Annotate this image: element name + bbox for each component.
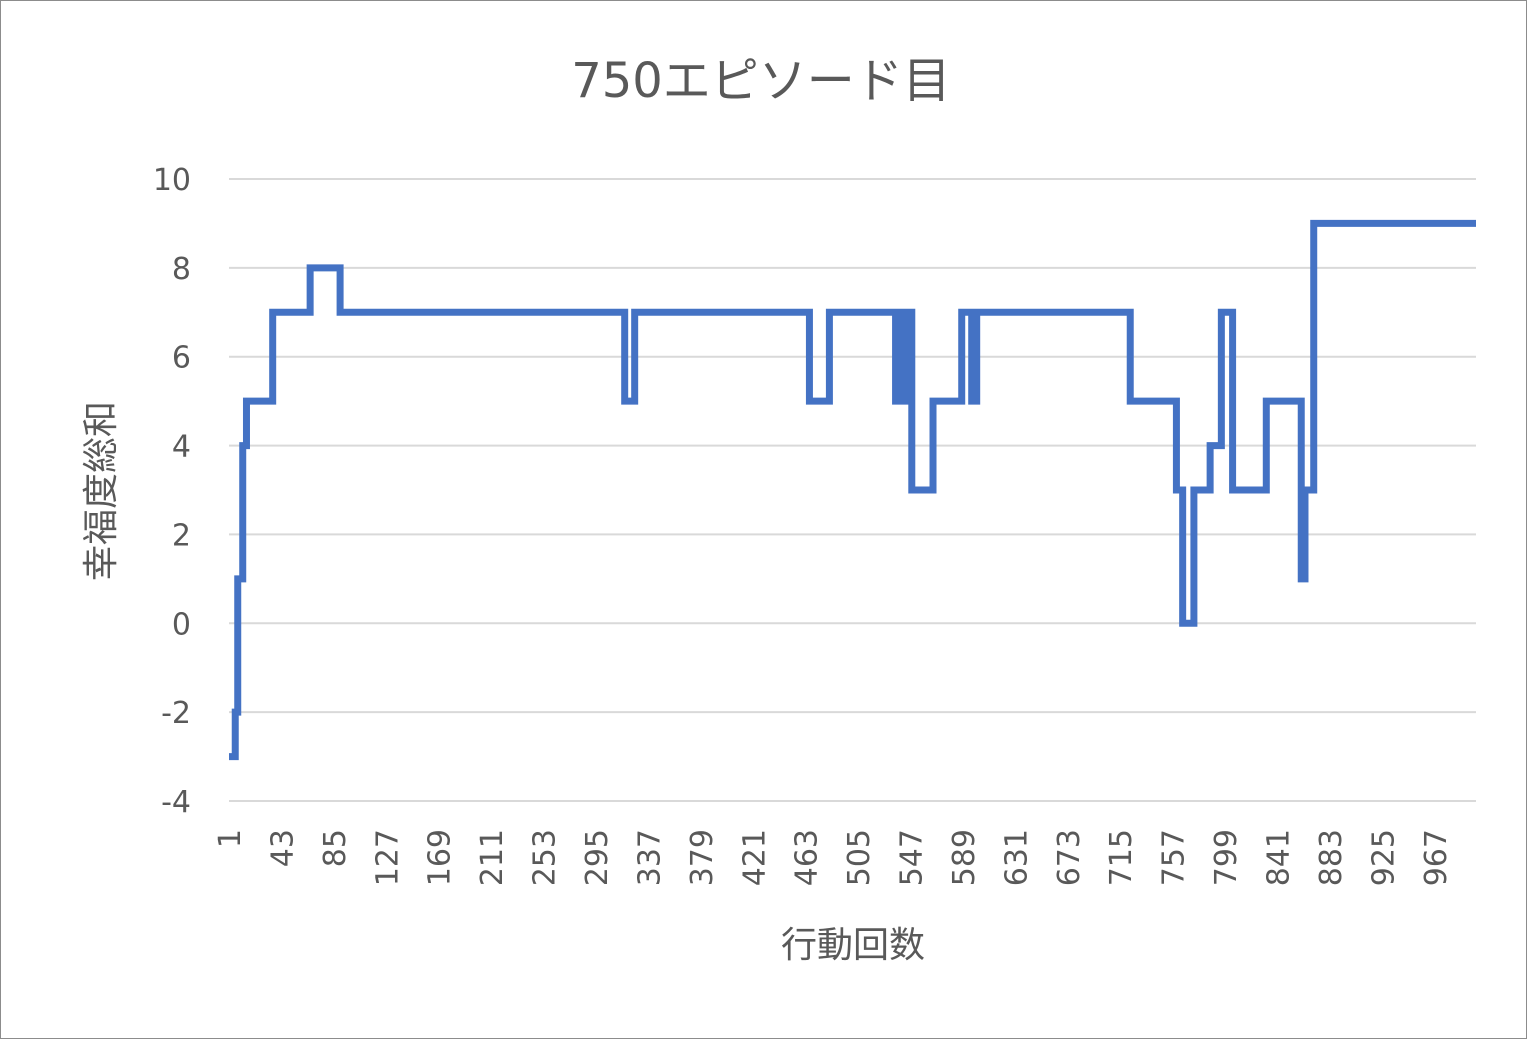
x-tick-label: 85 (318, 829, 353, 867)
y-tick-label: -2 (161, 696, 191, 731)
series-line-0 (229, 219, 1476, 761)
gridlines (229, 178, 1476, 802)
series-layer (229, 219, 1476, 761)
y-tick-label: 4 (172, 430, 191, 465)
x-tick-label: 1 (213, 829, 248, 848)
y-tick-label: 8 (172, 252, 191, 287)
x-tick-label: 841 (1262, 829, 1297, 886)
y-axis-title: 幸福度総和 (81, 401, 122, 581)
x-tick-label: 253 (528, 829, 563, 886)
chart-title: 750エピソード目 (571, 53, 951, 109)
x-axis-title: 行動回数 (781, 925, 925, 966)
x-tick-label: 127 (370, 829, 405, 886)
x-tick-label: 379 (685, 829, 720, 886)
x-axis-ticks: 1 43 85 127 169 211 253 295 337 379 421 463 505 547 58… (213, 829, 1454, 886)
x-tick-label: 547 (895, 829, 930, 886)
x-tick-label: 211 (475, 829, 510, 886)
y-tick-label: -4 (161, 785, 191, 820)
x-tick-label: 337 (632, 829, 667, 886)
x-tick-label: 421 (737, 829, 772, 886)
y-tick-label: 0 (172, 607, 191, 642)
x-tick-label: 631 (999, 829, 1034, 886)
x-tick-label: 757 (1157, 829, 1192, 886)
x-tick-label: 673 (1052, 829, 1087, 886)
x-tick-label: 43 (265, 829, 300, 867)
x-tick-label: 463 (790, 829, 825, 886)
x-tick-label: 925 (1366, 829, 1401, 886)
y-tick-label: 2 (172, 518, 191, 553)
y-tick-label: 10 (153, 163, 191, 198)
y-tick-label: 6 (172, 341, 191, 376)
x-tick-label: 715 (1104, 829, 1139, 886)
x-tick-label: 799 (1209, 829, 1244, 886)
x-tick-label: 505 (842, 829, 877, 886)
x-tick-label: 589 (947, 829, 982, 886)
y-axis-ticks: -4 -2 0 2 4 6 8 10 (153, 163, 191, 820)
x-tick-label: 169 (423, 829, 458, 886)
x-tick-label: 967 (1419, 829, 1454, 886)
x-tick-label: 295 (580, 829, 615, 886)
x-tick-label: 883 (1314, 829, 1349, 886)
